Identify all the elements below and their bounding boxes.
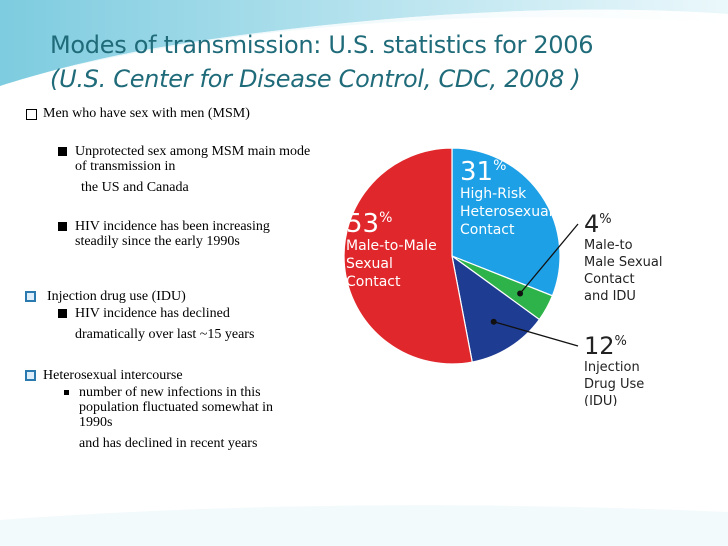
bullet-msm-sub1: Unprotected sex among MSM main mode of t… xyxy=(58,144,328,174)
bullet-idu: Injection drug use (IDU) xyxy=(24,289,186,304)
square-bullet-icon xyxy=(58,222,67,231)
pie-slice-msm xyxy=(343,147,473,365)
square-bullet-icon xyxy=(25,370,36,381)
pie-slice-hetero xyxy=(451,147,561,297)
bullet-msm-sub2: HIV incidence has been increasing steadi… xyxy=(58,219,328,249)
square-bullet-icon xyxy=(25,291,36,302)
bullet-idu-sub1-cont: dramatically over last ~15 years xyxy=(75,327,255,342)
title-line-1: Modes of transmission: U.S. statistics f… xyxy=(50,31,594,59)
pie-label-msm_idu: 4% Male-to Male Sexual Contact and IDU xyxy=(584,210,662,304)
bullet-hetero: Heterosexual intercourse xyxy=(24,368,183,383)
square-bullet-icon xyxy=(58,147,67,156)
square-bullet-icon xyxy=(26,109,37,120)
pie-slice-idu xyxy=(451,254,541,363)
square-bullet-icon xyxy=(58,309,67,318)
bullet-hetero-sub1-cont: and has declined in recent years xyxy=(79,436,258,451)
leader-dot-idu xyxy=(490,318,497,325)
pie-label-idu: 12% Injection Drug Use (IDU) xyxy=(584,332,644,406)
pie-label-hetero: 31% High-Risk Heterosexual Contact xyxy=(460,157,553,238)
pie-label-msm: 53% Male-to-Male Sexual Contact xyxy=(346,209,437,290)
bullet-idu-sub1: HIV incidence has declined xyxy=(58,306,328,321)
pie-chart: 31% High-Risk Heterosexual Contact 4% Male-to… xyxy=(343,147,662,406)
leader-line-msm_idu xyxy=(519,223,579,294)
square-bullet-icon xyxy=(64,390,69,395)
bullet-hetero-sub1: number of new infections in this populat… xyxy=(58,385,328,430)
leader-dot-msm_idu xyxy=(517,290,524,297)
leader-line-idu xyxy=(493,321,579,347)
bullet-msm-sub1-cont: the US and Canada xyxy=(81,180,189,195)
title-line-2: (U.S. Center for Disease Control, CDC, 2… xyxy=(50,65,581,93)
bullet-msm: Men who have sex with men (MSM) xyxy=(24,106,250,121)
slide-title: Modes of transmission: U.S. statistics f… xyxy=(50,28,720,96)
